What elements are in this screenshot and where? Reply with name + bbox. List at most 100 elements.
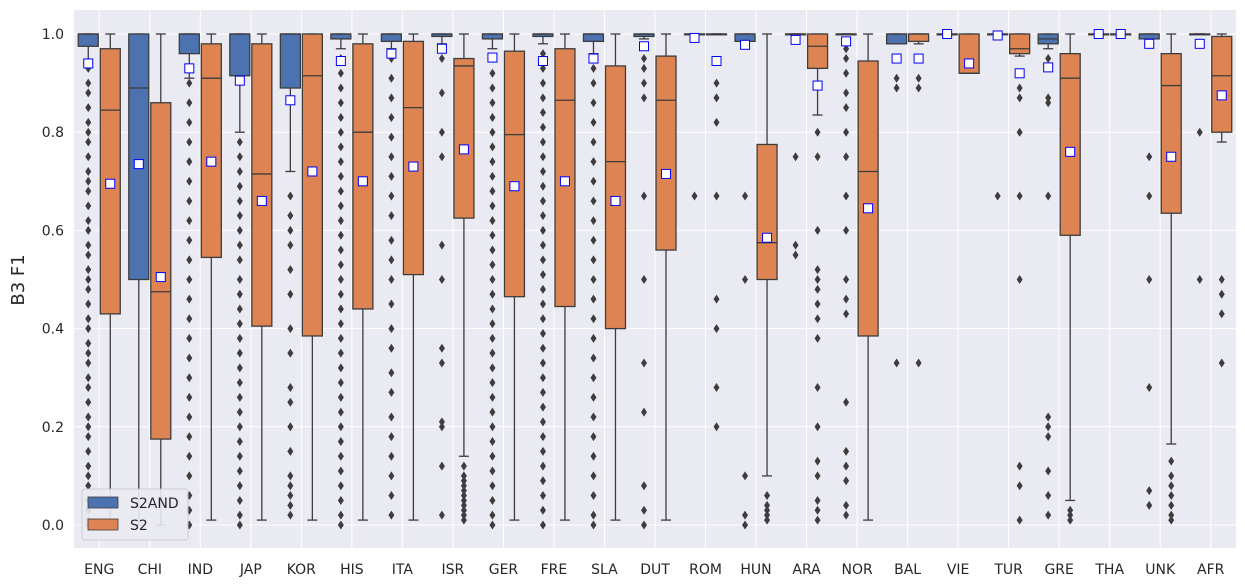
flier-point [236, 211, 243, 221]
flier-point [843, 152, 850, 162]
flier-point [337, 186, 344, 196]
box-s2and-fre [532, 33, 554, 45]
y-tick-label: 0.6 [42, 223, 64, 239]
mean-marker [1115, 29, 1126, 39]
flier-point [539, 137, 546, 147]
flier-point [641, 407, 647, 417]
flier-point [236, 422, 243, 432]
flier-point [388, 255, 395, 265]
legend-swatch-s2and [87, 496, 119, 509]
flier-point [893, 83, 900, 93]
flier-point [893, 73, 900, 83]
flier-point [814, 422, 821, 432]
flier-point [814, 314, 821, 324]
flier-point [388, 191, 395, 201]
box-s2-kor [301, 33, 323, 521]
flier-point [236, 363, 243, 373]
flier-point [438, 127, 445, 137]
flier-point [814, 275, 821, 284]
flier-point [337, 510, 344, 520]
box-s2and-ger [481, 33, 504, 50]
flier-point [590, 491, 597, 501]
flier-point [489, 510, 496, 520]
flier-point [337, 230, 344, 240]
flier-point [388, 343, 395, 353]
flier-point [438, 54, 445, 64]
flier-point [539, 225, 546, 235]
flier-point [843, 127, 850, 137]
flier-point [641, 63, 647, 73]
flier-point [641, 93, 647, 103]
flier-point [85, 78, 92, 88]
x-tick-label: SLA [591, 562, 618, 578]
mean-marker [357, 176, 368, 187]
flier-point [186, 216, 193, 226]
box-s2-hun [756, 33, 778, 477]
flier-point [1196, 275, 1203, 284]
flier-point [460, 491, 467, 501]
mean-marker [740, 39, 751, 50]
mean-marker [234, 75, 245, 86]
flier-point [1045, 98, 1052, 108]
flier-point [85, 275, 92, 284]
box-body [907, 33, 930, 43]
flier-point [85, 446, 92, 456]
flier-point [843, 54, 850, 64]
flier-point [590, 451, 597, 461]
box-s2and-his [330, 33, 352, 50]
flier-point [814, 505, 821, 515]
flier-point [590, 432, 597, 442]
flier-point [186, 235, 193, 245]
flier-point [236, 319, 243, 329]
flier-point [388, 275, 395, 284]
flier-point [388, 324, 395, 334]
mean-marker [992, 30, 1003, 41]
flier-point [489, 260, 496, 270]
flier-point [641, 275, 647, 284]
flier-point [1045, 466, 1052, 476]
flier-point [85, 412, 92, 422]
flier-point [236, 240, 243, 250]
flier-point [539, 255, 546, 265]
flier-point [1045, 510, 1052, 520]
flier-point [388, 132, 395, 142]
mean-marker [891, 53, 902, 64]
flier-point [590, 333, 597, 343]
flier-point [1196, 127, 1203, 137]
flier-point [489, 68, 496, 78]
flier-point [388, 112, 395, 122]
box-s2-isr [453, 33, 475, 457]
box-s2-tur [1009, 33, 1031, 57]
x-tick-label: ITA [392, 562, 414, 578]
flier-point [287, 211, 294, 221]
flier-point [460, 500, 467, 510]
box-s2and-gre [1037, 33, 1059, 50]
flier-point [85, 117, 92, 127]
box-body [1009, 33, 1031, 55]
flier-point [489, 186, 496, 196]
flier-point [1045, 93, 1052, 103]
mean-marker [942, 29, 953, 39]
flier-point [438, 275, 445, 284]
flier-point [713, 93, 720, 103]
flier-point [85, 201, 92, 211]
flier-point [287, 446, 294, 456]
flier-point [489, 451, 496, 461]
flier-point [713, 78, 720, 88]
flier-point [590, 520, 597, 530]
flier-point [843, 461, 850, 471]
flier-point [85, 127, 92, 137]
flier-point [337, 304, 344, 314]
flier-point [460, 486, 467, 496]
box-s2and-nor [835, 33, 857, 36]
flier-point [85, 314, 92, 324]
flier-point [460, 495, 467, 505]
flier-point [388, 93, 395, 103]
flier-point [236, 255, 243, 265]
flier-point [388, 235, 395, 245]
legend: S2AND S2 [81, 488, 189, 541]
flier-point [186, 294, 193, 304]
flier-point [814, 495, 821, 505]
flier-point [641, 481, 647, 491]
flier-point [539, 358, 546, 368]
